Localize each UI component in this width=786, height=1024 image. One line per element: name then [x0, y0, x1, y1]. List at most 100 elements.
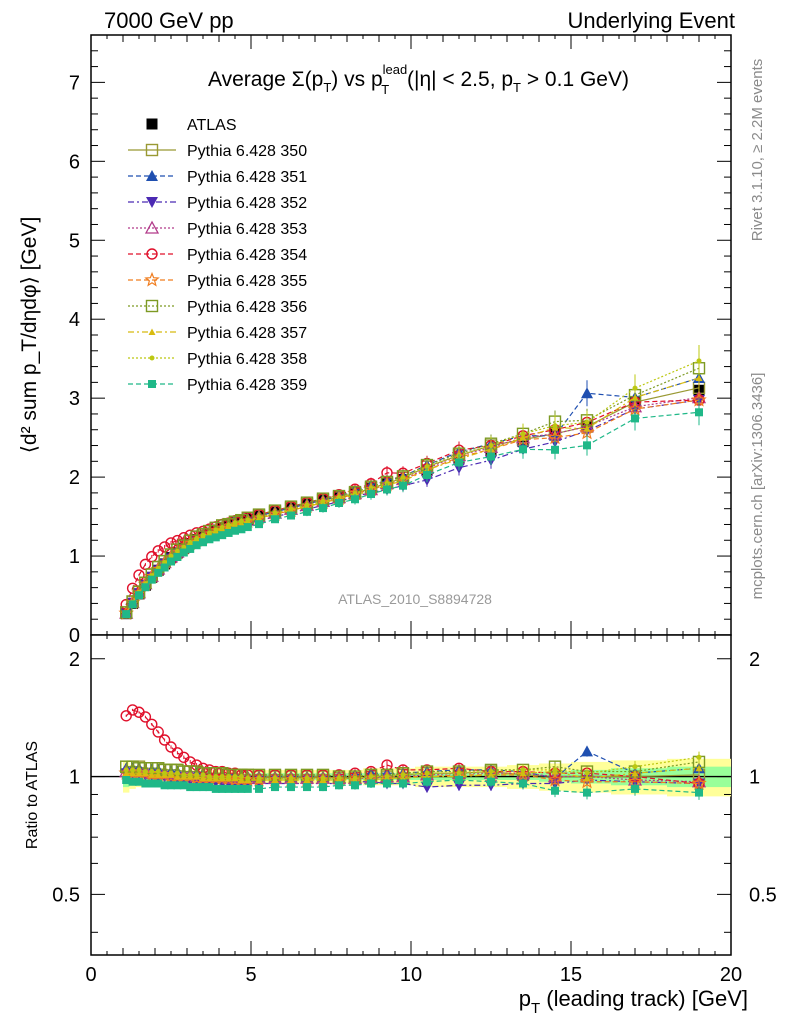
y-tick-label: 7: [69, 72, 80, 94]
x-tick-label: 5: [245, 964, 256, 986]
ratio-point: [271, 783, 279, 792]
ratio-point: [695, 764, 703, 772]
data-point: [219, 525, 225, 531]
ratio-point: [319, 783, 327, 792]
ratio-point: [584, 770, 590, 776]
ratio-point: [303, 783, 311, 792]
data-point: [205, 535, 214, 544]
legend-marker: [148, 380, 156, 388]
legend-entry-label: Pythia 6.428 356: [187, 299, 307, 316]
data-point: [122, 610, 131, 619]
data-point: [168, 553, 174, 559]
legend-entry-label: ATLAS: [187, 117, 237, 134]
data-point: [487, 452, 495, 461]
ratio-point: [154, 779, 163, 788]
ratio-point: [200, 772, 206, 778]
data-point: [199, 538, 207, 547]
ratio-point: [199, 783, 207, 792]
data-point: [584, 419, 590, 425]
ratio-point: [128, 777, 137, 786]
ratio-point: [384, 774, 390, 780]
data-point: [146, 550, 158, 563]
ratio-point: [136, 767, 142, 773]
data-point: [139, 558, 152, 571]
ratio-point: [456, 770, 462, 776]
rivet-label: Rivet 3.1.10, ≥ 2.2M events: [749, 59, 766, 242]
data-point: [367, 490, 375, 499]
data-point: [224, 528, 233, 537]
ratio-point: [552, 767, 558, 773]
ratio-point: [213, 774, 219, 780]
ratio-point: [579, 773, 595, 789]
ratio-point: [173, 773, 181, 780]
data-point: [632, 385, 638, 391]
analysis-id: ATLAS_2010_S8894728: [338, 591, 492, 607]
data-point: [186, 544, 195, 553]
series-line: [125, 411, 700, 615]
data-point: [158, 541, 171, 553]
ratio-point: [162, 770, 168, 776]
ratio-point: [320, 775, 326, 781]
legend-marker: [145, 299, 159, 313]
legend-marker: [146, 248, 158, 260]
ratio-point: [631, 784, 639, 793]
ratio-point: [520, 767, 526, 773]
ratio-point: [130, 767, 136, 773]
data-point: [288, 506, 294, 512]
data-point: [581, 387, 593, 399]
ratio-point: [120, 710, 132, 722]
data-point: [272, 510, 278, 516]
data-point: [695, 374, 703, 382]
ratio-series-line: [126, 756, 700, 779]
ratio-point: [547, 771, 563, 787]
ratio-point: [184, 756, 196, 768]
ratio-point: [288, 775, 294, 781]
ratio-point: [186, 783, 195, 792]
ratio-point: [181, 772, 187, 778]
ratio-y-tick-label-right: 1: [749, 767, 760, 789]
data-point: [231, 526, 239, 535]
plot-title: Average Σ(pT) vs plead T (|η| < 2.5, pT >…: [208, 62, 629, 97]
legend-marker: [146, 118, 158, 130]
ratio-series-group: [91, 704, 731, 800]
ratio-point: [287, 783, 295, 792]
ratio-point: [154, 771, 162, 778]
legend-entry-label: Pythia 6.428 352: [187, 195, 307, 212]
data-point: [383, 485, 391, 494]
legend-marker: [146, 197, 158, 208]
data-point: [133, 569, 145, 581]
legend-marker: [144, 220, 160, 234]
data-point: [319, 504, 327, 513]
data-point: [519, 445, 527, 454]
ratio-point: [231, 784, 239, 793]
data-point: [335, 499, 343, 507]
ratio-point: [219, 774, 225, 780]
ratio-y-tick-label: 0.5: [52, 884, 80, 906]
data-point: [194, 536, 200, 542]
data-point: [135, 591, 143, 600]
ratio-point: [122, 769, 130, 777]
ratio-point: [455, 775, 463, 784]
data-point: [352, 491, 358, 497]
ratio-point: [152, 726, 164, 738]
data-point: [213, 527, 219, 533]
ratio-point: [158, 734, 171, 746]
data-point: [336, 494, 342, 500]
ratio-point: [424, 770, 430, 776]
ratio-point: [519, 779, 527, 788]
legend-marker: [146, 170, 158, 181]
ratio-point: [237, 776, 245, 783]
ratio-point: [168, 770, 174, 776]
data-point: [141, 583, 150, 592]
header-left: 7000 GeV pp: [104, 8, 234, 33]
data-point: [218, 531, 227, 540]
ratio-point: [400, 772, 406, 778]
ratio-point: [129, 769, 137, 777]
ratio-point: [695, 788, 703, 797]
ratio-point: [368, 774, 374, 780]
ratio-point: [192, 783, 201, 792]
legend: ATLAS Pythia 6.428 350 Pythia 6.428 351 Pyt…: [128, 117, 307, 394]
ratio-point: [255, 784, 263, 793]
data-point: [160, 563, 169, 572]
